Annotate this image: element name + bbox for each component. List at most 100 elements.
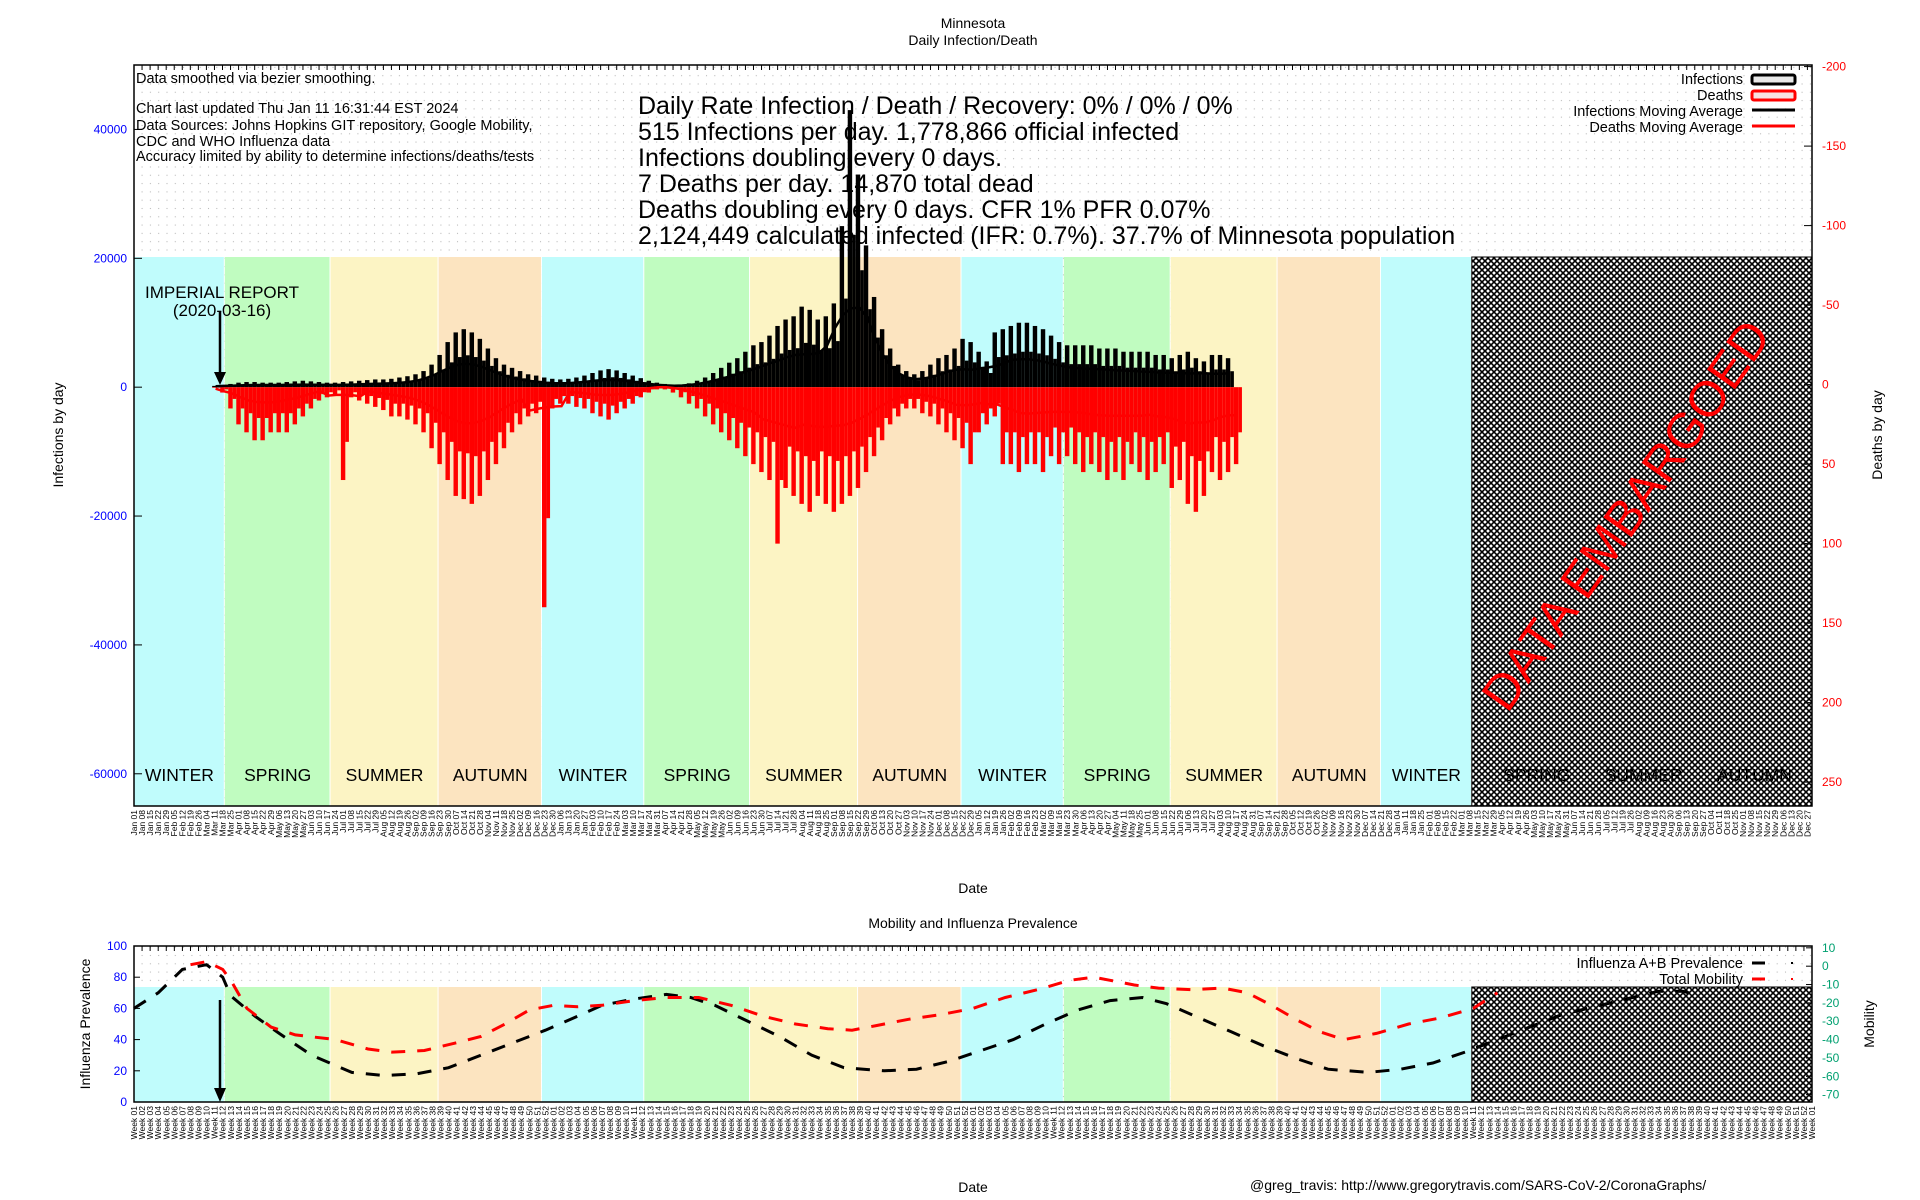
week-tick-label: Week 47: [1759, 1106, 1769, 1140]
date-tick-label: Oct 06: [869, 810, 879, 835]
death-bar: [638, 387, 643, 398]
week-tick-label: Week 06: [589, 1106, 599, 1140]
infection-bar: [723, 376, 728, 388]
death-bar: [630, 387, 635, 404]
date-tick-label: Jan 18: [1408, 810, 1418, 836]
death-bar: [1029, 387, 1033, 433]
legend-swatch-infections: [1750, 73, 1797, 86]
infection-bar: [1133, 367, 1138, 388]
week-tick-label: Week 23: [726, 1106, 736, 1140]
week-tick-label: Week 41: [1291, 1106, 1301, 1140]
y2-tick-label: -60: [1822, 1069, 1840, 1083]
infection-bar: [1198, 371, 1202, 388]
week-tick-label: Week 36: [1250, 1106, 1260, 1140]
date-tick-label: Jun 08: [1151, 810, 1161, 836]
death-bar: [670, 387, 676, 393]
mobility-legend: Influenza A+B Prevalence Total Mobility: [1577, 956, 1793, 988]
death-bar: [823, 387, 829, 504]
week-tick-label: Week 24: [1154, 1106, 1164, 1140]
death-bar: [1157, 387, 1162, 438]
week-tick-label: Week 07: [177, 1106, 187, 1140]
death-bar: [1008, 387, 1014, 465]
date-tick-label: Sep 06: [1674, 810, 1684, 837]
death-bar: [755, 387, 760, 433]
death-bar: [610, 387, 615, 406]
week-tick-label: Week 22: [298, 1106, 308, 1140]
week-tick-label: Week 14: [1073, 1106, 1083, 1140]
infection-bar: [908, 378, 913, 388]
date-tick-label: Aug 17: [1231, 810, 1241, 837]
date-tick-label: Jan 26: [998, 810, 1008, 836]
note-updated: Chart last updated Thu Jan 11 16:31:44 E…: [136, 101, 458, 117]
season-band-spring: [1063, 987, 1170, 1102]
infection-bar: [988, 372, 993, 388]
date-tick-label: Dec 08: [942, 810, 952, 837]
infection-bar: [1016, 322, 1022, 388]
death-bar: [678, 387, 684, 398]
date-tick-label: Oct 25: [1730, 810, 1740, 835]
moving-average-lines: [215, 306, 1238, 430]
annotation-line-1: IMPERIAL REPORT: [145, 283, 299, 302]
season-label-autumn: AUTUMN: [453, 765, 528, 785]
death-bar: [321, 387, 325, 395]
death-bar: [751, 387, 756, 465]
week-tick-label: Week 22: [1557, 1106, 1567, 1140]
death-bar: [332, 387, 338, 395]
week-tick-label: Week 12: [637, 1106, 647, 1140]
infection-bar: [465, 355, 470, 388]
season-band-spring: [224, 257, 330, 806]
death-bar: [469, 387, 475, 504]
week-tick-label: Week 34: [395, 1106, 405, 1140]
death-bar: [457, 387, 462, 452]
infection-bar: [1182, 369, 1186, 388]
week-tick-label: Week 39: [436, 1106, 446, 1140]
infection-bar: [1222, 369, 1226, 388]
infection-bar: [1032, 325, 1038, 388]
death-bar: [980, 387, 985, 414]
week-tick-label: Week 40: [863, 1106, 873, 1140]
date-tick-label: Jan 22: [153, 810, 163, 836]
week-tick-label: Week 27: [339, 1106, 349, 1140]
death-bar: [968, 387, 973, 465]
infection-bar: [626, 379, 631, 388]
date-tick-label: Mar 23: [1062, 810, 1072, 837]
death-bar: [811, 387, 816, 461]
date-tick-label: Feb 17: [604, 810, 614, 837]
death-bar: [501, 387, 507, 449]
credit-link[interactable]: @greg_travis: http://www.gregorytravis.c…: [1250, 1177, 1706, 1193]
week-tick-label: Week 43: [887, 1106, 897, 1140]
week-tick-label: Week 45: [484, 1106, 494, 1140]
date-tick-label: Jan 08: [137, 810, 147, 836]
date-tick-label: Sep 15: [845, 810, 855, 837]
week-tick-label: Week 06: [1008, 1106, 1018, 1140]
week-tick-label: Week 35: [823, 1106, 833, 1140]
infection-bar: [803, 342, 808, 388]
date-tick-label: Sep 27: [1698, 810, 1708, 837]
mobility-y-axis-label: Influenza Prevalence: [77, 958, 93, 1089]
week-tick-label: Week 43: [1307, 1106, 1317, 1140]
death-bar: [1206, 387, 1210, 452]
death-bar: [562, 387, 567, 397]
infection-bar: [485, 348, 491, 388]
date-tick-label: Apr 08: [242, 810, 252, 835]
week-tick-label: Week 02: [137, 1106, 147, 1140]
date-tick-label: Feb 24: [612, 810, 622, 837]
death-bar: [361, 387, 366, 395]
date-tick-label: Dec 28: [1384, 810, 1394, 837]
infection-bar: [1141, 367, 1146, 388]
death-bar: [1193, 387, 1199, 512]
date-tick-label: Dec 27: [1802, 810, 1812, 837]
death-bar: [232, 387, 237, 399]
week-tick-label: Week 27: [1597, 1106, 1607, 1140]
week-tick-label: Week 26: [331, 1106, 341, 1140]
date-tick-label: Sep 14: [1263, 810, 1273, 837]
death-bar: [1217, 387, 1223, 481]
infection-bar: [699, 383, 703, 388]
death-bar: [546, 387, 551, 519]
death-bar: [598, 387, 603, 417]
date-tick-label: Mar 01: [1456, 810, 1466, 837]
week-tick-label: Week 45: [1323, 1106, 1333, 1140]
week-tick-label: Week 12: [1057, 1106, 1067, 1140]
death-bar: [944, 387, 949, 433]
y2-tick-label: -20: [1822, 996, 1840, 1010]
